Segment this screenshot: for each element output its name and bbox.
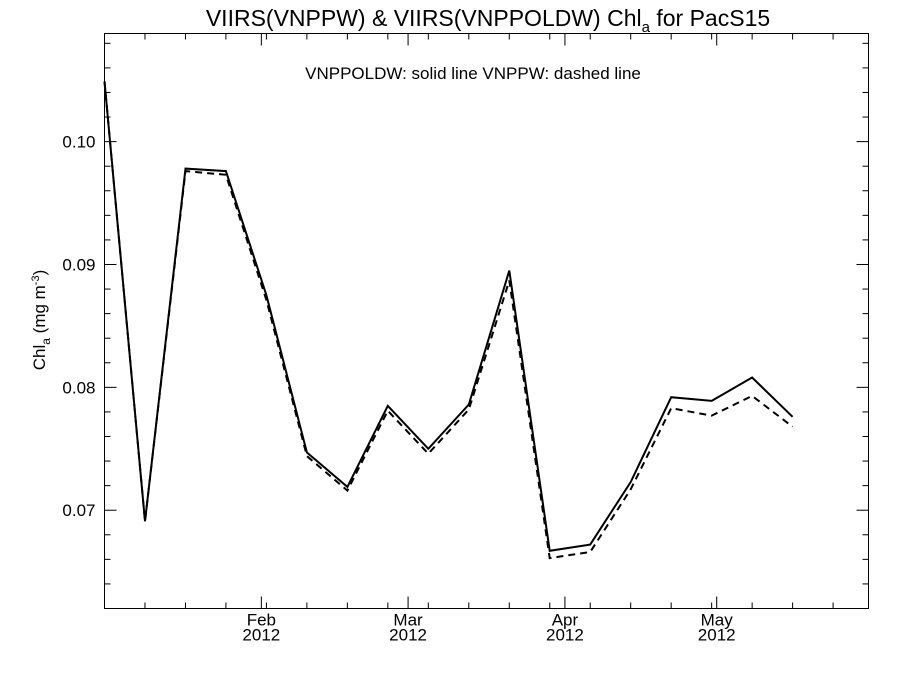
series-lines bbox=[103, 81, 794, 560]
x-tick-label-year: 2012 bbox=[546, 626, 584, 645]
x-tick-label-month: May bbox=[701, 611, 734, 630]
x-tick-label-month: Apr bbox=[552, 611, 579, 630]
legend-annotation: VNPPOLDW: solid line VNPPW: dashed line bbox=[305, 64, 641, 83]
plot-frame bbox=[104, 33, 869, 609]
y-tick-label: 0.09 bbox=[62, 255, 95, 274]
chart-title: VIIRS(VNPPW) & VIIRS(VNPPOLDW) Chla for … bbox=[206, 5, 770, 36]
y-tick-label: 0.08 bbox=[62, 378, 95, 397]
tick-labels: 0.070.080.090.10Feb2012Mar2012Apr2012May… bbox=[62, 133, 735, 645]
series-line-vnppoldw bbox=[103, 81, 794, 552]
series-line-vnppw bbox=[103, 81, 794, 560]
x-tick-label-year: 2012 bbox=[242, 626, 280, 645]
y-axis-label: Chla (mg m-3) bbox=[30, 270, 53, 371]
x-tick-label-month: Feb bbox=[247, 611, 276, 630]
x-tick-label-year: 2012 bbox=[698, 626, 736, 645]
y-tick-label: 0.10 bbox=[62, 133, 95, 152]
y-tick-label: 0.07 bbox=[62, 501, 95, 520]
x-tick-label-year: 2012 bbox=[389, 626, 427, 645]
x-tick-label-month: Mar bbox=[393, 611, 423, 630]
